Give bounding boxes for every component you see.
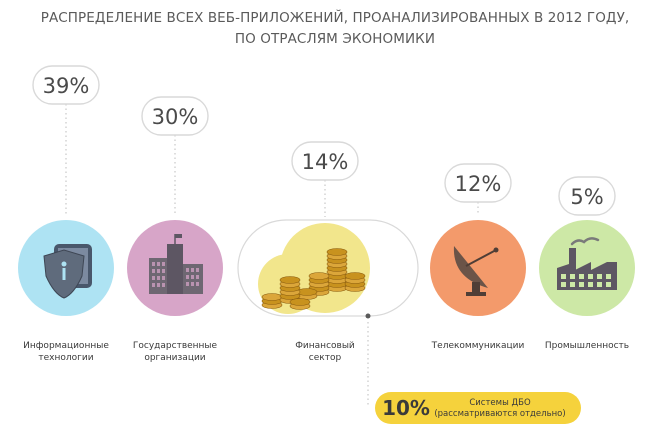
chart-title-line-2: ПО ОТРАСЛЯМ ЭКОНОМИКИ: [234, 31, 436, 47]
dbo-note-value: 10%: [382, 396, 430, 420]
chart-title-line-1: РАСПРЕДЕЛЕНИЕ ВСЕХ ВЕБ-ПРИЛОЖЕНИЙ, ПРОАН…: [40, 10, 630, 26]
category-label: Телекоммуникации: [431, 341, 525, 351]
value-label: 12%: [455, 172, 502, 196]
category-circles-layer: [18, 220, 635, 316]
value-bubble: [558, 176, 616, 216]
value-bubble: [141, 96, 209, 136]
value-bubble: [444, 163, 512, 203]
category-circle: [430, 220, 526, 316]
chart-title: РАСПРЕДЕЛЕНИЕ ВСЕХ ВЕБ-ПРИЛОЖЕНИЙ, ПРОАН…: [0, 8, 670, 50]
coin-stacks-icon: [261, 248, 366, 310]
value-bubbles-layer: 39% 30% 14% 12% 5%: [32, 65, 616, 216]
category-label: технологии: [38, 353, 93, 363]
shield-tablet-icon: [43, 244, 92, 299]
category-label: Государственные: [133, 341, 218, 351]
factory-icon: [557, 237, 617, 290]
category-label: Информационные: [23, 341, 109, 351]
value-label: 30%: [152, 105, 199, 129]
category-label: Финансовый: [295, 341, 355, 351]
value-label: 39%: [43, 74, 90, 98]
category-labels-layer: Информационные технологии Государственные о…: [23, 341, 629, 363]
dbo-note-line-1: Системы ДБО: [469, 398, 531, 408]
value-bubble: [291, 141, 359, 181]
dbo-note-layer: 10% Системы ДБО(рассматриваются отдельно): [365, 313, 581, 424]
dbo-note-pill: [375, 392, 581, 424]
category-label: организации: [144, 353, 205, 363]
category-label: Промышленность: [545, 341, 629, 351]
government-building-icon: [149, 234, 203, 294]
category-label: сектор: [309, 353, 342, 363]
satellite-dish-icon: [453, 246, 499, 296]
value-label: 5%: [570, 185, 603, 209]
dbo-note-line-2: (рассматриваются отдельно): [434, 409, 565, 419]
value-bubble: [32, 65, 100, 105]
value-label: 14%: [302, 150, 349, 174]
dbo-connector-dot: [365, 313, 371, 319]
